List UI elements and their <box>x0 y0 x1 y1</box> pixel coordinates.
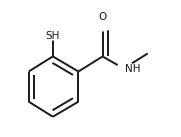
Text: NH: NH <box>125 64 141 73</box>
Text: SH: SH <box>46 31 60 41</box>
Text: O: O <box>98 12 107 22</box>
